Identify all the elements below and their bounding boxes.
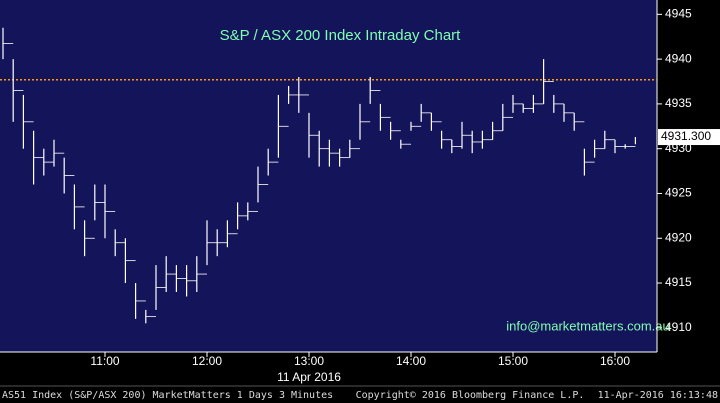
last-value-box	[658, 129, 720, 146]
last-value-label: 4931.300	[661, 129, 711, 143]
footer-center: Copyright© 2016 Bloomberg Finance L.P.	[356, 390, 585, 401]
date-label: 11 Apr 2016	[277, 370, 341, 384]
y-tick-label: 4925	[665, 186, 692, 200]
y-tick-label: 4910	[665, 320, 692, 334]
y-tick-label: 4935	[665, 96, 692, 110]
y-tick-label: 4940	[665, 51, 692, 65]
chart-title: S&P / ASX 200 Index Intraday Chart	[220, 27, 462, 44]
x-tick-label: 12:00	[192, 354, 222, 368]
watermark: info@marketmatters.com.au	[506, 318, 669, 333]
y-tick-label: 4945	[665, 7, 692, 21]
plot-area	[0, 0, 657, 352]
x-tick-label: 13:00	[294, 354, 324, 368]
footer-right: 11-Apr-2016 16:13:48	[598, 390, 718, 401]
x-tick-label: 16:00	[600, 354, 630, 368]
x-tick-label: 11:00	[90, 354, 119, 368]
x-tick-label: 14:00	[396, 354, 426, 368]
footer-left: AS51 Index (S&P/ASX 200) MarketMatters 1…	[2, 390, 333, 401]
y-tick-label: 4915	[665, 275, 692, 289]
x-tick-label: 15:00	[498, 354, 528, 368]
y-tick-label: 4920	[665, 230, 692, 244]
